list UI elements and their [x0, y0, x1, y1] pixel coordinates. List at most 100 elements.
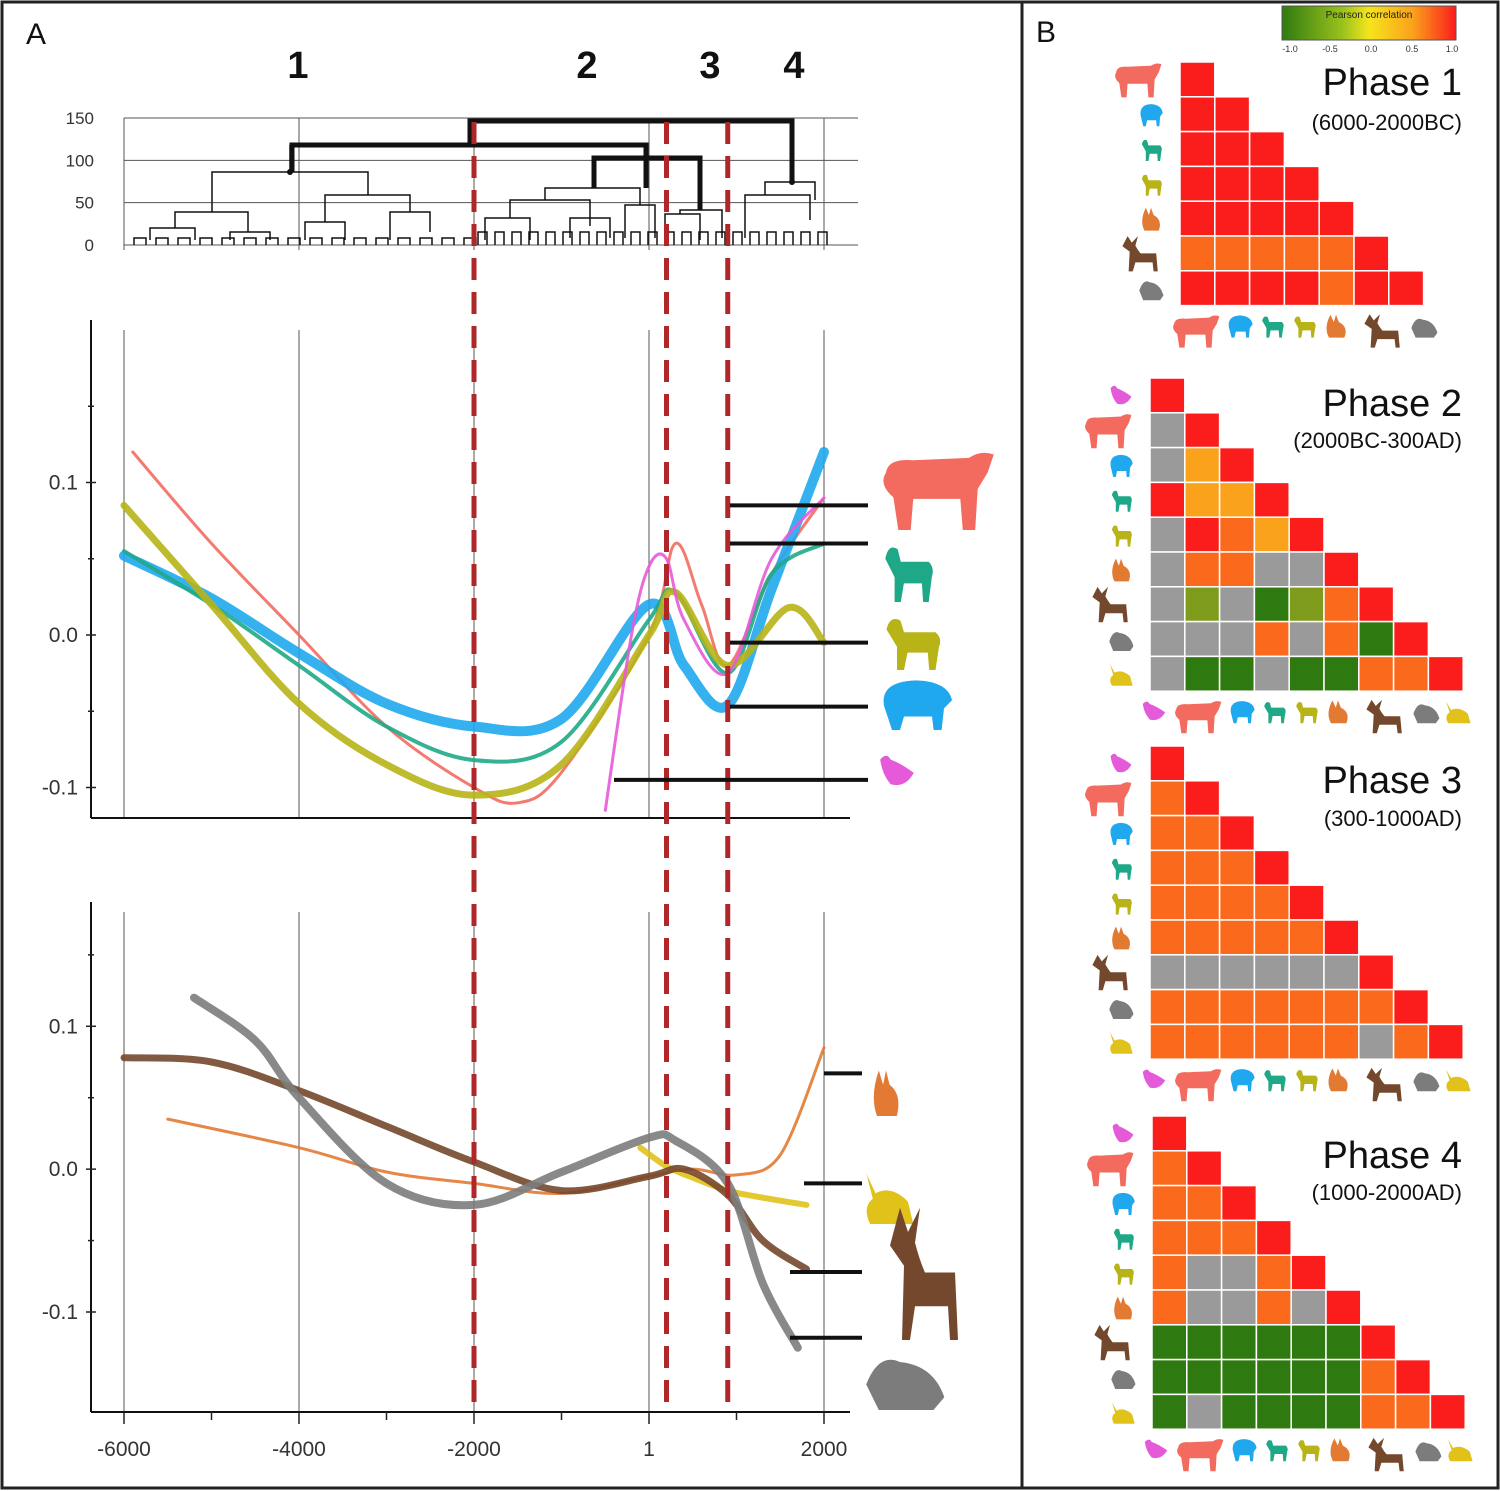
heatmap-cell [1290, 1289, 1327, 1326]
column-icon-badger [1415, 1442, 1442, 1462]
column-icon-red-deer [1364, 314, 1400, 348]
heatmap-cell [1151, 1219, 1188, 1256]
sheep-icon [1266, 1440, 1288, 1462]
dendrogram-branch [324, 194, 411, 222]
badger-icon [1109, 632, 1134, 651]
red-deer-icon [1364, 314, 1400, 348]
heatmap-cell [1184, 586, 1221, 623]
x-tick-label: 2000 [801, 1438, 848, 1461]
badger-icon [866, 1359, 945, 1410]
heatmap-cell [1358, 988, 1395, 1026]
chicken-icon [1142, 701, 1166, 721]
dendrogram-branch [211, 171, 369, 212]
cattle-icon [1173, 315, 1220, 348]
heatmap-cell [1186, 1219, 1223, 1256]
heatmap-cell [1253, 919, 1290, 956]
heatmap-cell [1288, 516, 1325, 553]
dendrogram-branch [389, 211, 431, 240]
row-icon-cattle [1115, 63, 1162, 98]
sheep-icon [885, 547, 933, 602]
heatmap-cell [1248, 235, 1286, 272]
heatmap-cell [1255, 1219, 1292, 1256]
dendrogram-branch [155, 237, 169, 245]
x-tick-label: -6000 [97, 1438, 151, 1461]
panel-b-border [1020, 0, 1500, 1490]
heatmap-cell [1218, 884, 1256, 921]
dendrogram-branch [744, 194, 811, 238]
heatmap-cell [1253, 620, 1290, 658]
column-icon-sheep [1262, 316, 1284, 338]
heatmap-cell [1288, 655, 1325, 692]
heatmap-cell [1255, 1324, 1292, 1361]
heatmap-cell [1151, 1184, 1188, 1222]
cattle-icon [883, 452, 994, 530]
heatmap-cell [1184, 655, 1221, 692]
row-icon-red-deer [1092, 954, 1128, 991]
column-icon-badger [1413, 704, 1440, 724]
column-icon-roe-deer [1328, 1068, 1348, 1092]
row-icon-roe-deer [1112, 558, 1130, 582]
y-tick-label: -0.1 [42, 1301, 78, 1324]
heatmap-cell [1149, 481, 1186, 518]
column-icon-red-deer [1366, 699, 1402, 734]
heatmap-cell [1255, 1289, 1292, 1326]
heatmap-cell [1318, 200, 1355, 237]
heatmap-cell [1149, 655, 1186, 692]
heatmap-cell [1253, 551, 1290, 588]
heatmap-cell [1218, 516, 1256, 553]
row-icon-goat [1141, 174, 1162, 196]
dendrogram-branch [783, 231, 794, 245]
heatmap-cell [1253, 954, 1290, 991]
badger-icon [1109, 1000, 1134, 1019]
hare-icon [1112, 1402, 1135, 1424]
panel-b-letter: B [1036, 16, 1056, 49]
heatmap-cell [1318, 235, 1355, 272]
heatmap-cell [1186, 1324, 1223, 1361]
heatmap-cell [1184, 780, 1221, 817]
heatmap-cell [1253, 988, 1290, 1026]
hare-icon [1110, 1032, 1133, 1054]
dendrogram-branch [681, 231, 692, 245]
red-deer-icon-group [890, 1207, 958, 1340]
cluster-number-3: 3 [699, 45, 720, 87]
column-icon-pig [1228, 315, 1253, 338]
heatmap-cell [1360, 1393, 1397, 1430]
row-icon-badger [1139, 281, 1164, 301]
heatmap-cell [1220, 1289, 1258, 1326]
dendrogram-branch [397, 237, 411, 245]
goat-icon [1296, 1070, 1318, 1092]
heatmap-title: Phase 3 [1323, 760, 1462, 802]
heatmap-cell [1149, 516, 1186, 553]
row-icon-hare [1110, 664, 1133, 686]
series-line-red-deer [120, 1054, 810, 1273]
badger-icon [1413, 704, 1440, 724]
column-icon-sheep [1266, 1440, 1288, 1462]
heatmap-cell [1149, 814, 1186, 852]
heatmap-cell [1214, 270, 1251, 307]
heatmap-cell [1184, 988, 1221, 1026]
goat-icon [1113, 1263, 1134, 1285]
roe-deer-icon [1142, 207, 1160, 231]
heatmap-cell [1288, 620, 1325, 658]
pig-icon [1230, 1069, 1255, 1092]
heatmap-cell [1149, 988, 1186, 1026]
heatmap-cell [1220, 1219, 1258, 1256]
heatmap-cell [1288, 919, 1325, 956]
row-icon-hare [1110, 1032, 1133, 1054]
heatmap-cell [1220, 1184, 1258, 1222]
heatmap-cell [1248, 130, 1286, 168]
heatmap-cell [1360, 1324, 1397, 1361]
pig-icon-group [883, 680, 952, 730]
dendrogram-branch [174, 211, 249, 232]
heatmap-cell [1149, 620, 1186, 658]
heatmap-cell [1184, 884, 1221, 921]
heatmap-cell [1392, 655, 1430, 692]
goat-icon [1296, 702, 1318, 724]
dendrogram-branch [467, 118, 795, 182]
legend-tick: 1.0 [1446, 44, 1459, 54]
row-icon-badger [1111, 1370, 1136, 1389]
heatmap-cell [1218, 1023, 1256, 1060]
heatmap-cell [1325, 1393, 1362, 1430]
heatmap-subtitle: (1000-2000AD) [1312, 1180, 1462, 1205]
heatmap-cell [1218, 988, 1256, 1026]
